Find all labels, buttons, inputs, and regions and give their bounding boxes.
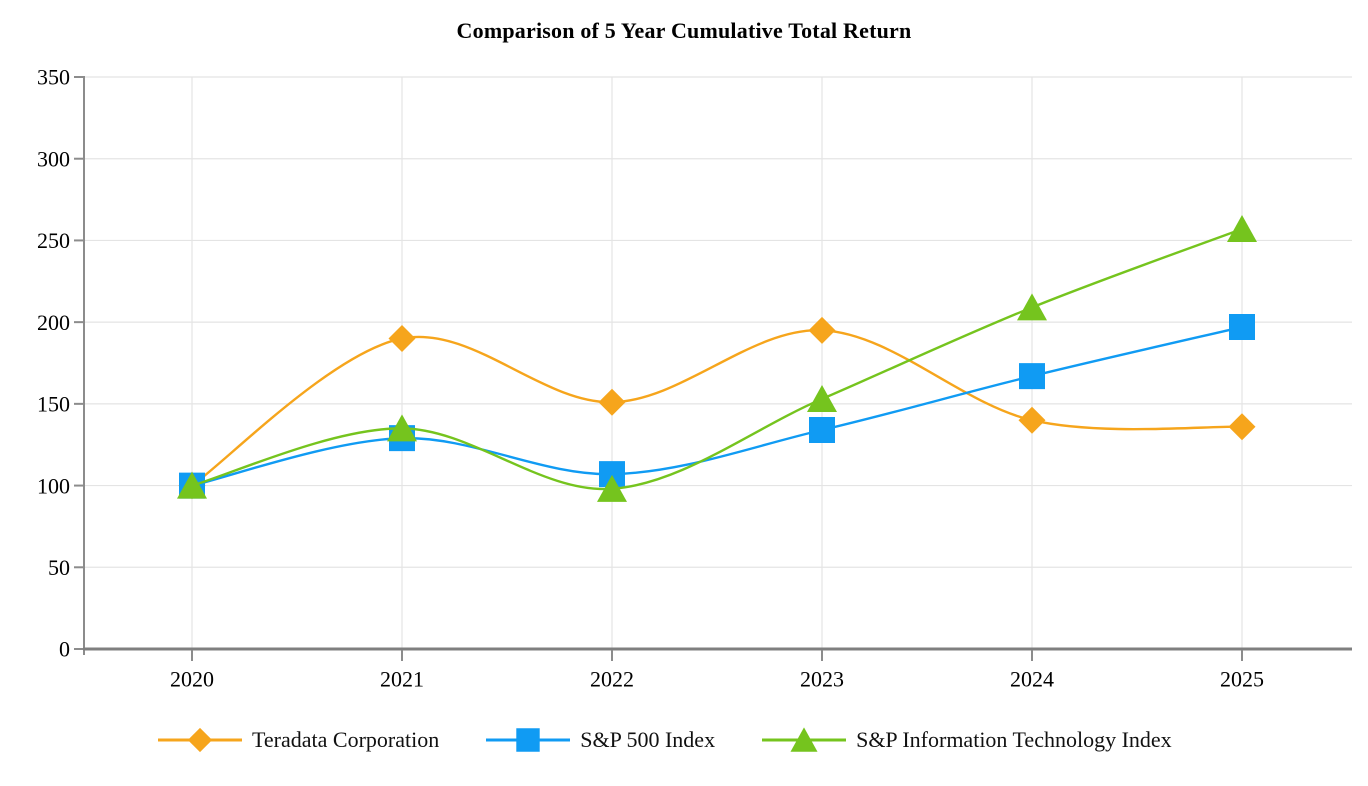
x-axis-tick-label: 2024 bbox=[1010, 667, 1054, 692]
data-point-marker bbox=[808, 316, 836, 344]
y-axis-tick-label: 250 bbox=[37, 228, 70, 253]
y-axis-tick-label: 0 bbox=[59, 637, 70, 662]
series-line bbox=[190, 325, 1244, 487]
y-axis-tick-label: 150 bbox=[37, 392, 70, 417]
y-axis-tick-label: 50 bbox=[48, 555, 70, 580]
series-line bbox=[190, 329, 1244, 487]
x-axis-tick-label: 2023 bbox=[800, 667, 844, 692]
data-point-marker bbox=[387, 414, 417, 442]
series-line bbox=[190, 227, 1244, 491]
data-point-marker bbox=[598, 388, 626, 416]
data-point-marker bbox=[1019, 363, 1045, 390]
chart-plot-area: 0 50 100 150 200 250 300 350 2020 2021 2022 2023 202… bbox=[37, 65, 1352, 692]
legend-item: Teradata Corporation bbox=[158, 724, 439, 756]
data-point-marker bbox=[1227, 214, 1257, 242]
y-axis-tick-label: 350 bbox=[37, 65, 70, 90]
y-axis-tick-label: 300 bbox=[37, 146, 70, 171]
data-point-marker bbox=[388, 324, 416, 352]
legend-diamond-icon bbox=[158, 727, 242, 753]
y-axis-tick-label: 100 bbox=[37, 473, 70, 498]
x-axis-tick-label: 2022 bbox=[590, 667, 634, 692]
legend-label: S&P 500 Index bbox=[580, 727, 716, 752]
data-point-marker bbox=[1018, 406, 1046, 434]
legend-triangle-icon bbox=[762, 727, 847, 752]
x-axis-tick-label: 2025 bbox=[1220, 667, 1264, 692]
data-point-marker bbox=[1228, 413, 1256, 441]
legend-square-icon bbox=[486, 728, 571, 752]
chart-legend: Teradata Corporation S&P 500 Index S&P Inf… bbox=[158, 724, 1172, 756]
data-point-marker bbox=[807, 384, 837, 412]
x-axis-tick-label: 2021 bbox=[380, 667, 424, 692]
y-axis-tick-label: 200 bbox=[37, 310, 70, 335]
data-point-marker bbox=[809, 417, 835, 444]
data-point-marker bbox=[1229, 314, 1255, 341]
x-axis-tick-label: 2020 bbox=[170, 667, 214, 692]
data-point-marker bbox=[597, 474, 627, 502]
data-point-marker bbox=[599, 461, 625, 488]
data-point-marker bbox=[177, 471, 207, 499]
legend-label: Teradata Corporation bbox=[252, 727, 440, 752]
legend-label: S&P Information Technology Index bbox=[856, 727, 1172, 752]
data-point-marker bbox=[1017, 293, 1047, 321]
legend-item: S&P Information Technology Index bbox=[762, 724, 1172, 756]
legend-item: S&P 500 Index bbox=[486, 724, 715, 756]
chart-title: Comparison of 5 Year Cumulative Total Re… bbox=[456, 18, 912, 43]
